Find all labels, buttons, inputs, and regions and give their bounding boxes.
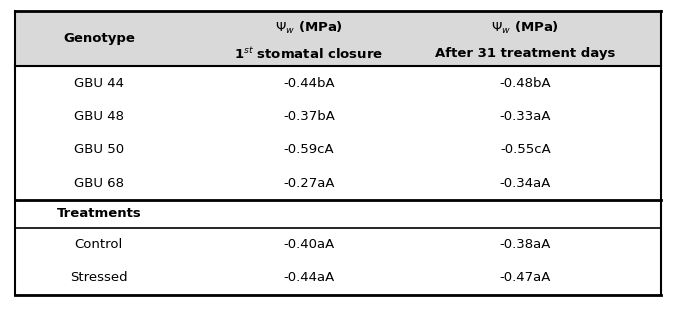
Text: Stressed: Stressed (70, 271, 128, 284)
Text: -0.55cA: -0.55cA (500, 143, 551, 156)
Text: -0.48bA: -0.48bA (500, 76, 551, 90)
Text: Genotype: Genotype (63, 32, 135, 45)
Text: -0.27aA: -0.27aA (283, 177, 335, 190)
Text: -0.34aA: -0.34aA (500, 177, 551, 190)
Bar (15, 261, 661, 295)
Text: -0.44aA: -0.44aA (283, 271, 335, 284)
Text: GBU 50: GBU 50 (74, 143, 124, 156)
Text: -0.38aA: -0.38aA (500, 238, 551, 251)
Text: Treatments: Treatments (57, 207, 141, 220)
Text: -0.37bA: -0.37bA (283, 110, 335, 123)
Text: -0.59cA: -0.59cA (284, 143, 334, 156)
Bar (15, 66, 661, 100)
Bar (15, 228, 661, 261)
Text: GBU 68: GBU 68 (74, 177, 124, 190)
Text: GBU 44: GBU 44 (74, 76, 124, 90)
Text: $\Psi_w$ (MPa): $\Psi_w$ (MPa) (491, 20, 560, 36)
Text: -0.40aA: -0.40aA (283, 238, 335, 251)
Text: Control: Control (75, 238, 123, 251)
Text: -0.44bA: -0.44bA (283, 76, 335, 90)
Text: $\Psi_w$ (MPa): $\Psi_w$ (MPa) (275, 20, 343, 36)
Bar (15, 100, 661, 133)
Text: -0.47aA: -0.47aA (500, 271, 551, 284)
Text: GBU 48: GBU 48 (74, 110, 124, 123)
Bar (15, 167, 661, 200)
Text: 1$^{st}$ stomatal closure: 1$^{st}$ stomatal closure (235, 46, 383, 62)
Bar (15, 133, 661, 167)
Bar (15, 11, 661, 66)
Text: -0.33aA: -0.33aA (500, 110, 551, 123)
Bar (15, 200, 661, 228)
Text: After 31 treatment days: After 31 treatment days (435, 47, 616, 61)
